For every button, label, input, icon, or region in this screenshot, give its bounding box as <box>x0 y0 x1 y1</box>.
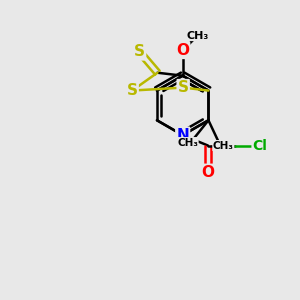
Text: S: S <box>127 83 138 98</box>
Text: CH₃: CH₃ <box>213 140 234 151</box>
Text: Cl: Cl <box>253 139 267 152</box>
Text: CH₃: CH₃ <box>186 31 209 40</box>
Text: N: N <box>176 128 189 142</box>
Text: O: O <box>176 43 189 58</box>
Text: O: O <box>202 165 214 180</box>
Text: S: S <box>178 80 189 95</box>
Text: CH₃: CH₃ <box>177 138 198 148</box>
Text: S: S <box>134 44 145 59</box>
